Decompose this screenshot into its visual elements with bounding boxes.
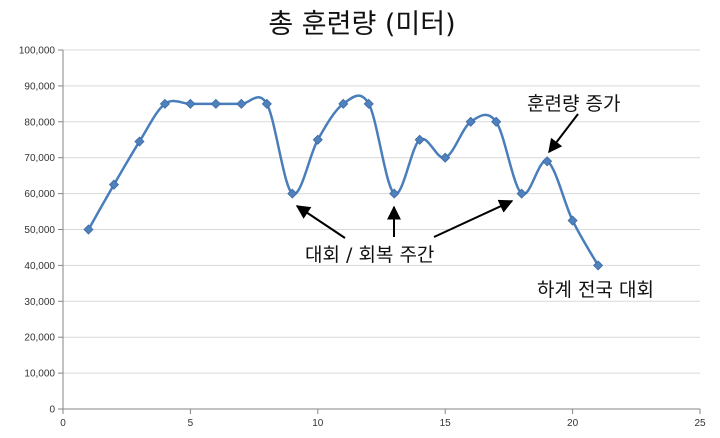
y-tick-label: 0 <box>49 405 55 416</box>
annotation-increase: 훈련량 증가 <box>527 93 620 115</box>
x-tick-label: 5 <box>188 418 194 429</box>
data-point <box>236 98 247 109</box>
annotation-recovery-arrow-3 <box>433 199 514 238</box>
y-axis-tick-labels: 0 10,000 20,000 30,000 40,000 50,000 60,000 70,… <box>19 46 56 416</box>
annotation-recovery: 대회 / 회복 주간 <box>305 244 434 266</box>
data-point <box>338 98 349 109</box>
data-point <box>185 98 196 109</box>
data-point <box>108 179 120 190</box>
y-tick-label: 90,000 <box>24 81 55 92</box>
data-point <box>261 98 272 109</box>
data-point <box>542 156 553 167</box>
data-point <box>593 260 604 271</box>
data-point <box>567 215 578 226</box>
x-tick-label: 25 <box>694 418 706 429</box>
y-tick-label: 70,000 <box>24 153 55 164</box>
data-point <box>491 116 502 127</box>
series-group <box>83 94 604 271</box>
data-point <box>312 134 323 145</box>
data-point <box>516 188 527 199</box>
data-point <box>363 98 374 109</box>
annotation-increase-arrow <box>548 113 579 154</box>
chart-title: 총 훈련량 (미터) <box>268 9 455 40</box>
data-point <box>465 116 476 127</box>
x-tick-label: 10 <box>312 418 324 429</box>
annotation-recovery-arrow-1 <box>295 205 346 239</box>
y-tick-label: 10,000 <box>24 369 55 380</box>
data-point <box>83 224 94 235</box>
data-point <box>414 134 425 145</box>
y-tick-label: 30,000 <box>24 297 55 308</box>
gridlines <box>63 49 700 374</box>
axes <box>58 49 701 414</box>
data-point <box>287 188 298 199</box>
y-tick-label: 80,000 <box>24 117 55 128</box>
y-tick-label: 40,000 <box>24 261 55 272</box>
x-tick-label: 0 <box>60 418 66 429</box>
x-axis-tick-labels: 0 5 10 15 20 25 <box>60 418 706 429</box>
y-tick-label: 60,000 <box>24 189 55 200</box>
data-point <box>134 136 145 147</box>
y-tick-label: 100,000 <box>19 46 56 57</box>
x-tick-label: 15 <box>440 418 452 429</box>
data-point <box>440 152 451 163</box>
data-point <box>159 98 170 109</box>
data-point <box>389 188 400 199</box>
data-point <box>210 98 221 109</box>
series-line <box>87 94 600 267</box>
annotation-champs: 하계 전국 대회 <box>537 279 654 301</box>
y-tick-label: 50,000 <box>24 225 55 236</box>
y-tick-label: 20,000 <box>24 333 55 344</box>
x-tick-label: 20 <box>567 418 579 429</box>
